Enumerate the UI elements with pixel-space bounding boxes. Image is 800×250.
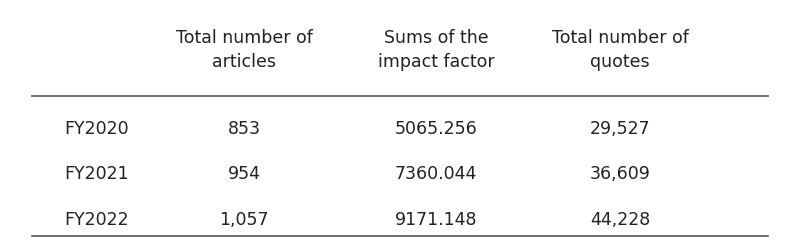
Text: 29,527: 29,527 (590, 120, 650, 138)
Text: 853: 853 (227, 120, 261, 138)
Text: 954: 954 (227, 165, 261, 183)
Text: 44,228: 44,228 (590, 210, 650, 228)
Text: 5065.256: 5065.256 (394, 120, 478, 138)
Text: Total number of
articles: Total number of articles (175, 29, 313, 71)
Text: Sums of the
impact factor: Sums of the impact factor (378, 29, 494, 71)
Text: 9171.148: 9171.148 (394, 210, 478, 228)
Text: FY2022: FY2022 (64, 210, 129, 228)
Text: 7360.044: 7360.044 (395, 165, 477, 183)
Text: FY2020: FY2020 (64, 120, 129, 138)
Text: 1,057: 1,057 (219, 210, 269, 228)
Text: Total number of
quotes: Total number of quotes (551, 29, 689, 71)
Text: FY2021: FY2021 (64, 165, 129, 183)
Text: 36,609: 36,609 (590, 165, 650, 183)
